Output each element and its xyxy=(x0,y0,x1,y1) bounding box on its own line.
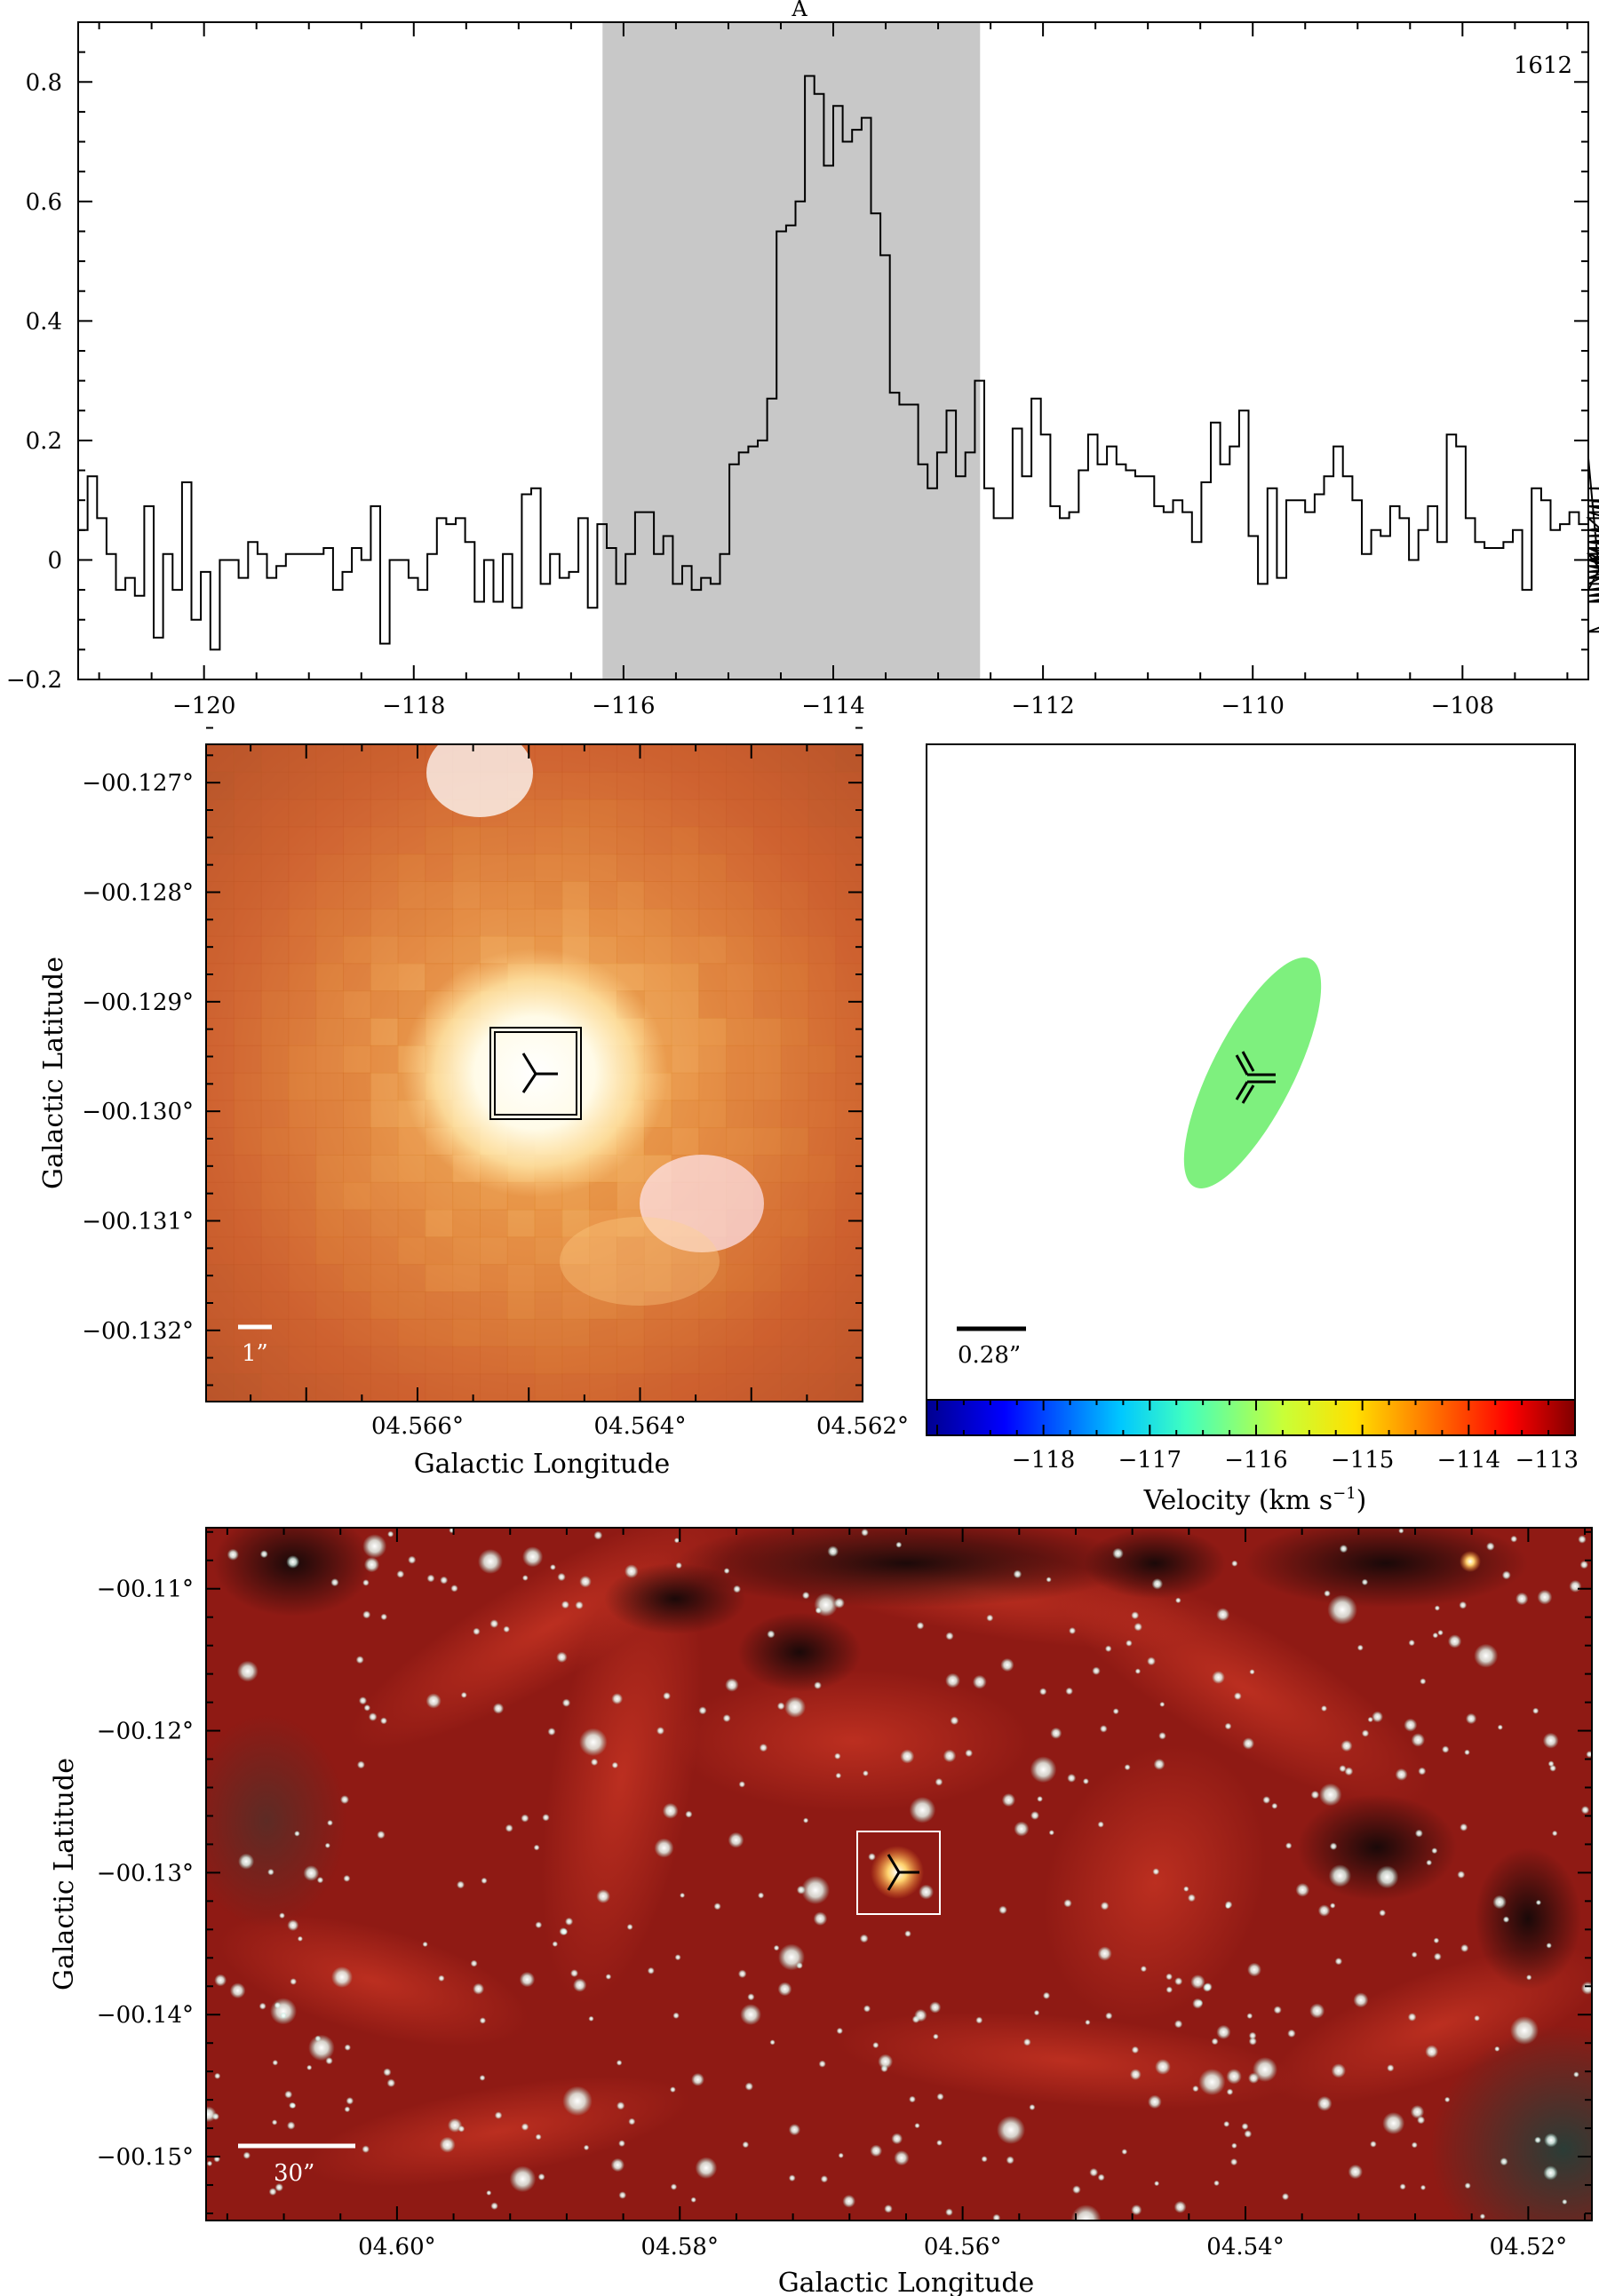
colorbar-tick-label: −118 xyxy=(1012,1447,1075,1474)
wide-xtick-label: 04.56° xyxy=(924,2234,1001,2260)
zoom-target-box-inner xyxy=(494,1031,577,1116)
zoom-scale-label: 1” xyxy=(242,1340,268,1367)
zoom-xtick-label: 04.566° xyxy=(371,1413,464,1440)
spectrum-ytick-label: 0.8 xyxy=(26,69,62,96)
wide-xtick-label: 04.52° xyxy=(1490,2234,1567,2260)
wide-ytick-label: −00.11° xyxy=(97,1577,194,1603)
spectrum-xtick-label: −112 xyxy=(1011,693,1074,719)
wide-scale-label: 30” xyxy=(274,2160,314,2187)
wide-ytick-label: −00.12° xyxy=(97,1719,194,1745)
spectrum-ytick-label: 0.6 xyxy=(26,189,62,216)
colorbar-tick-label: −117 xyxy=(1118,1447,1181,1474)
wide-xtick-label: 04.54° xyxy=(1206,2234,1284,2260)
spectrum-line xyxy=(78,75,1599,651)
wide-ylabel: Galactic Latitude xyxy=(49,1758,80,1990)
wide-xtick-label: 04.60° xyxy=(358,2234,435,2260)
zoom-xtick-label: 04.562° xyxy=(816,1413,909,1440)
wide-image xyxy=(206,1528,1592,2221)
spectrum-frame xyxy=(77,21,1589,680)
maser-spot-ellipse xyxy=(1183,957,1322,1188)
zoom-target-box xyxy=(489,1027,582,1120)
wide-ytick-label: −00.14° xyxy=(97,2002,194,2029)
velocity-colorbar xyxy=(926,1399,1576,1436)
spectrum-xtick-label: −118 xyxy=(382,693,445,719)
wide-maser-marker xyxy=(887,1854,919,1891)
colorbar-tick-label: −113 xyxy=(1515,1447,1579,1474)
wide-image-panel: 04.60° 04.58° 04.56° 04.54° 04.52° −00.11° −00… xyxy=(49,1527,1593,2296)
spectrum-velocity-window xyxy=(602,22,981,679)
wide-frame xyxy=(205,1527,1593,2221)
maser-scale-label: 0.28” xyxy=(958,1342,1021,1369)
maser-map-panel: 0.28” −118 −117 −116 −115 −114 −113 Velocity … xyxy=(926,743,1579,1516)
zoom-maser-marker xyxy=(521,1053,558,1093)
wide-image-stars xyxy=(206,1528,1592,2221)
spectrum-xtick-label: −120 xyxy=(172,693,235,719)
colorbar-tick-label: −116 xyxy=(1224,1447,1287,1474)
colorbar-tick-label: −115 xyxy=(1331,1447,1394,1474)
wide-ytick-label: −00.13° xyxy=(97,1860,194,1887)
spectrum-title: A xyxy=(791,0,807,21)
zoom-ytick-label: −00.132° xyxy=(82,1318,194,1345)
zoom-image-panel: 04.566° 04.564° 04.562° −00.127° −00.128° −00… xyxy=(38,727,909,1480)
spectrum-ytick-label: 0.4 xyxy=(26,308,62,335)
zoom-ytick-label: −00.127° xyxy=(82,770,194,797)
wide-ticks: 04.60° 04.58° 04.56° 04.54° 04.52° −00.11° −00… xyxy=(97,1528,1592,2260)
wide-image-nebula xyxy=(206,1528,1592,2221)
zoom-ytick-label: −00.128° xyxy=(82,880,194,907)
colorbar-title: Velocity (km s−1) xyxy=(1143,1484,1367,1516)
zoom-image xyxy=(206,744,863,1402)
zoom-xlabel: Galactic Longitude xyxy=(414,1449,671,1480)
zoom-ytick-label: −00.131° xyxy=(82,1209,194,1235)
wide-xtick-label: 04.58° xyxy=(641,2234,719,2260)
zoom-xtick-label: 04.564° xyxy=(593,1413,686,1440)
zoom-ylabel: Galactic Latitude xyxy=(38,957,69,1189)
colorbar-ticks: −118 −117 −116 −115 −114 −113 xyxy=(935,1400,1579,1474)
spectrum-frequency-label: 1612 xyxy=(1514,52,1572,79)
spectrum-xtick-label: −114 xyxy=(801,693,864,719)
zoom-ytick-label: −00.129° xyxy=(82,989,194,1016)
spectrum-ytick-label: 0.2 xyxy=(26,428,62,455)
spectrum-xtick-label: −116 xyxy=(592,693,655,719)
spectrum-panel: A 1612 −120 −118 −116 −114 −112 −110 −108 −0.2 0… xyxy=(6,0,1599,719)
spectrum-ytick-label: −0.2 xyxy=(6,667,62,694)
spectrum-xtick-label: −108 xyxy=(1431,693,1494,719)
spectrum-xtick-label: −110 xyxy=(1221,693,1285,719)
zoom-ytick-label: −00.130° xyxy=(82,1099,194,1125)
maser-spot-marker xyxy=(1235,1051,1276,1104)
colorbar-tick-label: −114 xyxy=(1437,1447,1500,1474)
wide-ytick-label: −00.15° xyxy=(97,2144,194,2171)
spectrum-ticks: −120 −118 −116 −114 −112 −110 −108 −0.2 0 0.2 0.4 0… xyxy=(6,21,1588,719)
wide-xlabel: Galactic Longitude xyxy=(778,2268,1035,2296)
wide-target-box xyxy=(856,1831,941,1915)
zoom-ticks: 04.566° 04.564° 04.562° −00.127° −00.128° −00… xyxy=(82,727,909,1440)
spectrum-ytick-label: 0 xyxy=(47,547,62,574)
zoom-frame xyxy=(205,743,863,1402)
